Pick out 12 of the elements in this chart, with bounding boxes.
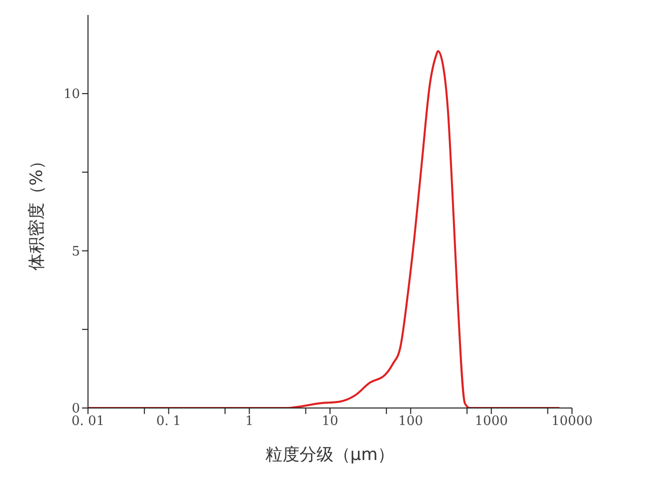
x-tick-label: 0. 1 bbox=[156, 414, 182, 430]
x-tick-label: 10000 bbox=[551, 414, 593, 430]
x-tick-label: 0. 01 bbox=[71, 414, 105, 430]
y-tick-label: 10 bbox=[63, 87, 80, 102]
x-axis-title: 粒度分级（μm） bbox=[265, 445, 395, 465]
x-tick-label: 10 bbox=[322, 414, 338, 430]
x-tick-label: 1 bbox=[245, 414, 254, 430]
x-tick-label: 100 bbox=[398, 414, 424, 430]
x-tick-label: 1000 bbox=[474, 414, 508, 430]
y-tick-label: 5 bbox=[72, 244, 80, 260]
y-axis-title: 体积密度（%） bbox=[27, 152, 48, 271]
y-tick-label: 0 bbox=[72, 402, 80, 417]
